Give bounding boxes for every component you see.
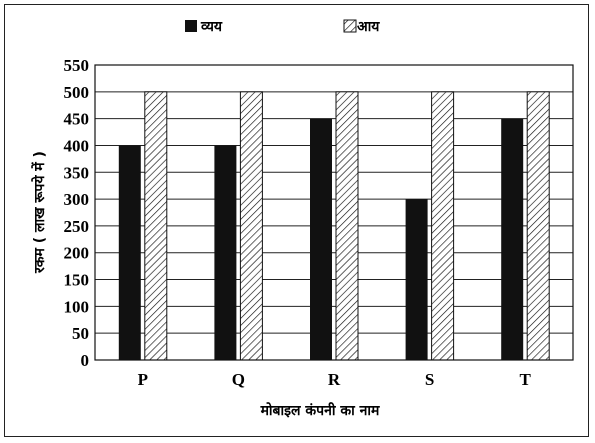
x-tick-label: R — [328, 370, 341, 389]
y-tick-label: 450 — [64, 110, 90, 129]
y-tick-label: 550 — [64, 56, 90, 75]
bar-expense-S — [405, 199, 428, 360]
y-tick-label: 500 — [64, 83, 90, 102]
bar-income-S — [431, 91, 455, 361]
y-tick-label: 200 — [64, 244, 90, 263]
y-tick-labels: 0 50 100 150 200 250 300 350 400 450 500 550 — [64, 56, 90, 370]
x-axis-title: मोबाइल कंपनी का नाम — [260, 402, 380, 419]
bar-income-P — [144, 91, 168, 361]
x-tick-label: T — [520, 370, 532, 389]
grid — [95, 91, 573, 334]
x-tick-label: Q — [232, 370, 245, 389]
y-tick-label: 50 — [72, 324, 89, 343]
x-tick-labels: P Q R S T — [138, 370, 532, 389]
bar-income-T — [526, 91, 550, 361]
bar-expense-R — [310, 118, 332, 361]
y-tick-label: 300 — [64, 190, 90, 209]
bar-income-R — [335, 91, 359, 361]
y-axis-title: रकम ( लाख रूपये में ) — [31, 151, 48, 274]
y-tick-label: 0 — [81, 351, 90, 370]
y-tick-label: 150 — [64, 271, 90, 290]
chart-frame — [4, 4, 589, 437]
plot-area — [94, 64, 574, 361]
y-tick-label: 400 — [64, 136, 90, 155]
y-tick-label: 100 — [64, 297, 90, 316]
bars — [118, 91, 550, 361]
bar-expense-Q — [214, 145, 237, 360]
x-tick-label: S — [425, 370, 434, 389]
legend: व्यय आय — [185, 19, 380, 35]
legend-swatch-expense — [185, 20, 197, 32]
bar-expense-T — [501, 118, 524, 361]
legend-swatch-income — [343, 19, 357, 33]
legend-label-income: आय — [357, 19, 380, 35]
legend-label-expense: व्यय — [200, 19, 223, 35]
bar-income-Q — [239, 91, 263, 361]
x-tick-label: P — [138, 370, 148, 389]
bar-expense-P — [118, 145, 141, 360]
y-tick-label: 350 — [64, 163, 90, 182]
y-tick-label: 250 — [64, 217, 90, 236]
